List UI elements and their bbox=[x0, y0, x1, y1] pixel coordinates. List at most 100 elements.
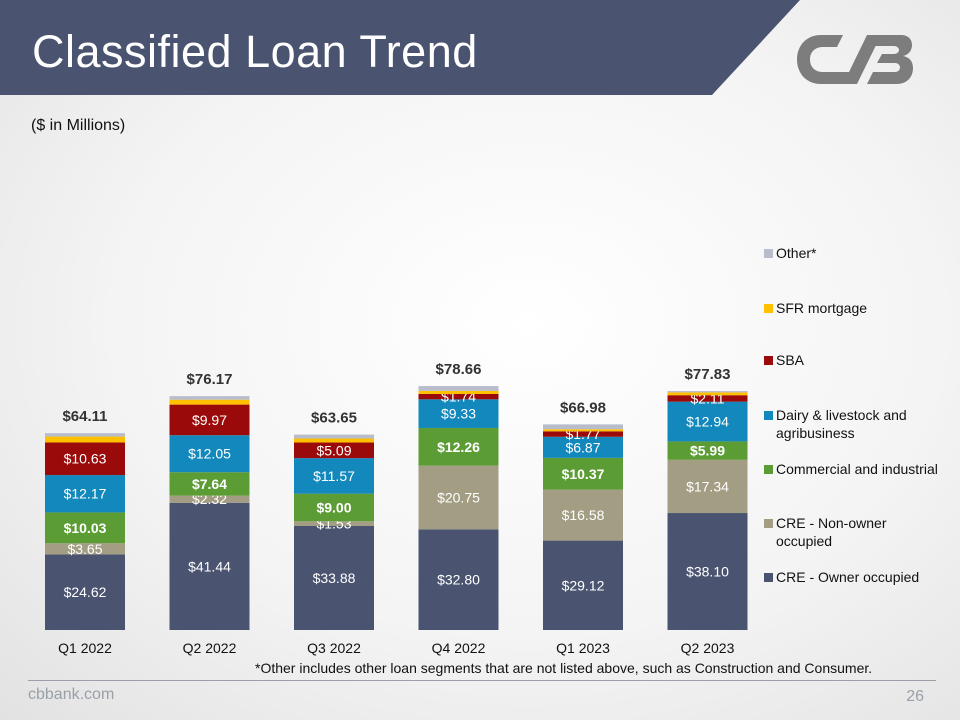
bar-segment-cre-owner-occupied bbox=[294, 525, 374, 630]
x-tick-label: Q4 2022 bbox=[432, 640, 486, 656]
title-banner bbox=[0, 0, 800, 95]
page-title: Classified Loan Trend bbox=[32, 26, 478, 77]
bar-segment-other bbox=[45, 433, 125, 437]
total-label: $64.11 bbox=[62, 408, 107, 425]
data-label: $10.03 bbox=[64, 520, 107, 536]
total-label: $76.17 bbox=[187, 371, 233, 388]
legend-swatch bbox=[764, 304, 773, 313]
data-label: $41.44 bbox=[188, 558, 231, 574]
data-label: $24.62 bbox=[64, 584, 107, 600]
bar-segment-commercial-and-industrial bbox=[45, 512, 125, 544]
bar-segment-dairy-livestock-and-agribusiness bbox=[169, 435, 250, 473]
legend-label: Dairy & livestock and agribusiness bbox=[776, 407, 907, 441]
legend-swatch bbox=[764, 465, 773, 474]
bar-segment-commercial-and-industrial bbox=[169, 472, 250, 496]
data-label: $12.17 bbox=[64, 486, 107, 502]
total-label: $78.66 bbox=[436, 361, 482, 378]
bar-segment-other bbox=[294, 434, 374, 439]
data-label: $9.33 bbox=[441, 406, 476, 422]
legend-label: SFR mortgage bbox=[776, 300, 868, 316]
x-tick-label: Q3 2022 bbox=[307, 640, 361, 656]
bar-segment-commercial-and-industrial bbox=[543, 457, 623, 490]
bar-segment-cre-owner-occupied bbox=[45, 554, 125, 630]
bar-segment-other bbox=[418, 386, 499, 391]
bar-segment-dairy-livestock-and-agribusiness bbox=[294, 458, 374, 494]
bar-segment-cre-non-owner-occupied bbox=[45, 543, 125, 555]
data-label: $11.57 bbox=[313, 468, 355, 484]
x-tick-label: Q1 2023 bbox=[556, 640, 610, 656]
bar-segment-cre-owner-occupied bbox=[169, 502, 250, 630]
data-label: $10.63 bbox=[64, 451, 107, 467]
legend-swatch bbox=[764, 573, 773, 582]
title-banner-shape bbox=[0, 0, 800, 95]
data-label: $29.12 bbox=[562, 577, 605, 593]
legend-swatch bbox=[764, 249, 773, 258]
x-tick-label: Q2 2022 bbox=[183, 640, 237, 656]
bar-segment-cre-non-owner-occupied bbox=[543, 489, 623, 541]
bar-segment-cre-non-owner-occupied bbox=[169, 495, 250, 503]
bar-segment-sba bbox=[667, 395, 748, 402]
data-label: $3.65 bbox=[67, 541, 102, 557]
bar-segment-sfr-mortgage bbox=[45, 436, 125, 443]
footer-divider bbox=[28, 680, 936, 681]
legend-swatch bbox=[764, 519, 773, 528]
bar-segment-cre-non-owner-occupied bbox=[667, 459, 748, 514]
bar-segment-sfr-mortgage bbox=[418, 390, 499, 394]
units-label: ($ in Millions) bbox=[31, 117, 126, 134]
footnote: *Other includes other loan segments that… bbox=[255, 660, 873, 676]
data-label: $38.10 bbox=[686, 564, 729, 580]
bar-segment-sfr-mortgage bbox=[169, 399, 250, 405]
bar-segment-sfr-mortgage bbox=[294, 438, 374, 443]
bar-segment-other bbox=[667, 391, 748, 393]
legend-label: CRE - Owner occupied bbox=[776, 569, 920, 585]
page-number: 26 bbox=[906, 688, 924, 705]
bar-segment-cre-non-owner-occupied bbox=[418, 465, 499, 530]
bar-segment-dairy-livestock-and-agribusiness bbox=[667, 401, 748, 442]
bar-segment-dairy-livestock-and-agribusiness bbox=[45, 475, 125, 513]
legend-label: SBA bbox=[776, 352, 805, 368]
bar-segment-sfr-mortgage bbox=[667, 392, 748, 396]
bar-segment-sba bbox=[294, 442, 374, 459]
data-label: $12.26 bbox=[437, 439, 480, 455]
data-label: $17.34 bbox=[686, 478, 729, 494]
bar-segment-other bbox=[169, 396, 250, 400]
bar-segment-cre-owner-occupied bbox=[418, 529, 499, 630]
total-label: $63.65 bbox=[311, 410, 357, 427]
bar-segment-commercial-and-industrial bbox=[667, 441, 748, 460]
data-label: $5.09 bbox=[316, 442, 351, 458]
data-label: $32.80 bbox=[437, 572, 480, 588]
bar-segment-cre-owner-occupied bbox=[667, 513, 748, 630]
legend-label: CRE - Non-owner occupied bbox=[776, 515, 887, 549]
data-label: $20.75 bbox=[437, 489, 480, 505]
bar-segment-dairy-livestock-and-agribusiness bbox=[418, 399, 499, 428]
data-label: $10.37 bbox=[562, 466, 605, 482]
bar-segment-sba bbox=[543, 431, 623, 437]
bar-segment-cre-non-owner-occupied bbox=[294, 521, 374, 526]
bar-segment-commercial-and-industrial bbox=[418, 427, 499, 466]
data-label: $12.94 bbox=[686, 414, 729, 430]
legend-swatch bbox=[764, 356, 773, 365]
cvb-logo-icon bbox=[797, 35, 913, 84]
bar-segment-sba bbox=[169, 404, 250, 436]
bar-segment-cre-owner-occupied bbox=[543, 540, 623, 630]
data-label: $5.99 bbox=[690, 443, 725, 459]
x-tick-label: Q1 2022 bbox=[58, 640, 112, 656]
data-label: $33.88 bbox=[313, 570, 356, 586]
x-tick-label: Q2 2023 bbox=[681, 640, 735, 656]
bar-segment-dairy-livestock-and-agribusiness bbox=[543, 436, 623, 458]
legend-swatch bbox=[764, 411, 773, 420]
data-label: $9.97 bbox=[192, 412, 227, 428]
bar-segment-sfr-mortgage bbox=[543, 429, 623, 432]
data-label: $12.05 bbox=[188, 446, 231, 462]
legend-label: Other* bbox=[776, 245, 817, 261]
total-label: $77.83 bbox=[685, 366, 731, 383]
legend-label: Commercial and industrial bbox=[776, 461, 938, 477]
data-label: $9.00 bbox=[316, 499, 351, 515]
data-label: $6.87 bbox=[565, 439, 600, 455]
footer-website: cbbank.com bbox=[28, 686, 115, 703]
data-label: $16.58 bbox=[562, 507, 605, 523]
bar-segment-other bbox=[543, 424, 623, 430]
bar-segment-sba bbox=[418, 393, 499, 400]
total-label: $66.98 bbox=[560, 399, 606, 416]
